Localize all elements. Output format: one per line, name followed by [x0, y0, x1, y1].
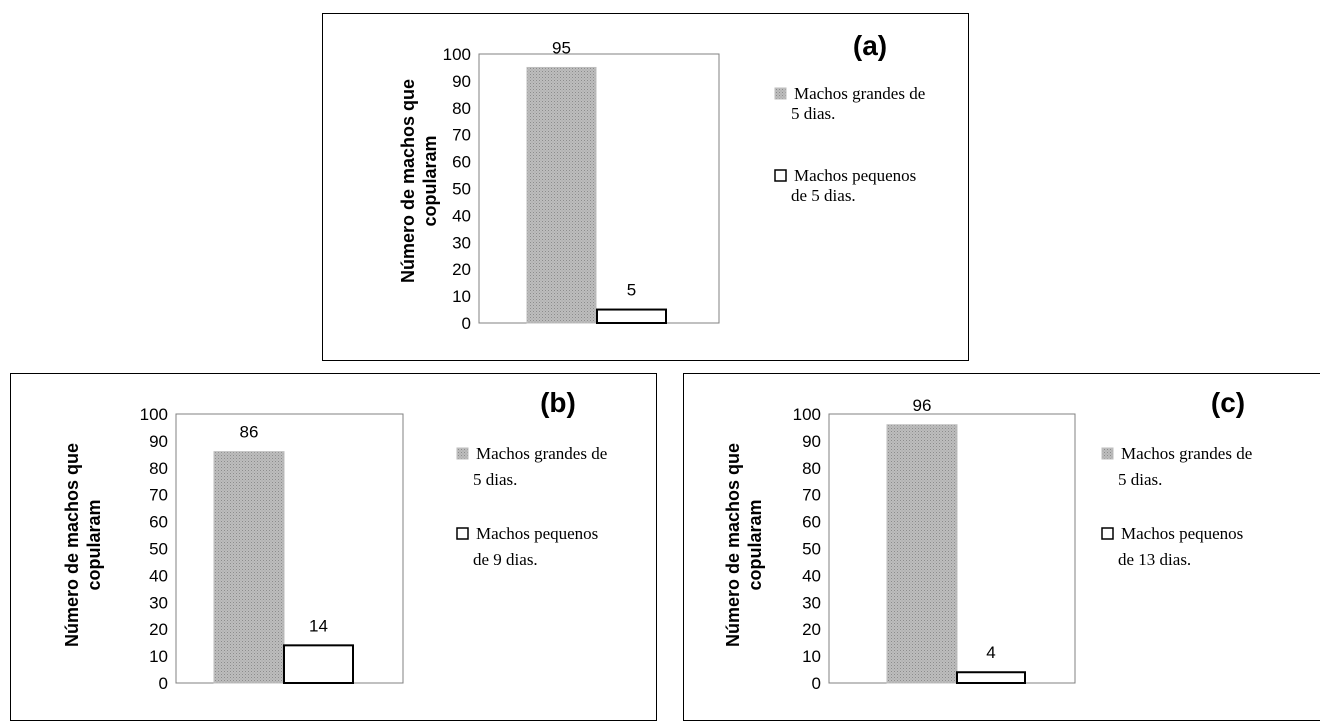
y-axis-title-line1: Número de machos que: [723, 443, 743, 647]
y-tick-label: 60: [452, 153, 471, 172]
y-tick-label: 10: [452, 287, 471, 306]
chart-c-svg: Número de machos que copularam 010203040…: [723, 387, 1252, 693]
y-tick-label: 0: [462, 314, 471, 333]
y-tick-labels: 0 10 20 30 40 50 60 70 80 90 100: [140, 405, 168, 693]
bar-value-label: 4: [986, 643, 995, 662]
legend-swatch-1: [1101, 527, 1114, 540]
y-tick-label: 90: [149, 432, 168, 451]
y-axis-title-line2: copularam: [745, 499, 765, 590]
y-axis-title-line1: Número de machos que: [398, 79, 418, 283]
legend: Machos grandes de 5 dias. Machos pequenos d…: [456, 444, 607, 569]
y-tick-label: 80: [149, 459, 168, 478]
y-tick-label: 50: [452, 180, 471, 199]
bars: [213, 451, 354, 684]
bars: [526, 66, 667, 324]
chart-panel-c: Número de machos que copularam 0 10 20 30 40…: [683, 373, 1320, 721]
y-tick-label: 30: [802, 593, 821, 612]
data-labels: 95 5: [552, 38, 636, 299]
y-axis-title-line1: Número de machos que: [62, 443, 82, 647]
y-tick-label: 60: [802, 513, 821, 532]
legend-label-1: Machos pequenos: [1121, 524, 1243, 543]
y-axis-title-line2: copularam: [420, 135, 440, 226]
legend-label-0: Machos grandes de: [476, 444, 607, 463]
y-tick-label: 50: [802, 540, 821, 559]
legend-label-1: de 5 dias.: [791, 186, 856, 205]
y-tick-label: 80: [802, 459, 821, 478]
y-tick-label: 40: [802, 566, 821, 585]
bar-value-label: 5: [627, 281, 636, 300]
y-tick-label: 40: [149, 566, 168, 585]
chart-b-svg: Número de machos que copularam 0 10 20 30 40…: [62, 387, 607, 693]
bars: [886, 424, 1026, 684]
legend-label-1: Machos pequenos: [794, 166, 916, 185]
y-tick-labels: 0 10 20 30 40 50 60 70 80 90 100: [793, 405, 821, 693]
y-tick-label: 70: [802, 486, 821, 505]
bar-series-0: [213, 451, 285, 684]
chart-a-svg: Número de machos que copularam 0 10 20 30 40…: [398, 30, 925, 333]
legend-swatch-0: [774, 87, 787, 100]
plot-area: [175, 413, 404, 684]
legend-swatch-0: [1101, 447, 1114, 460]
chart-panel-a: Número de machos que copularam 0 10 20 30 40…: [322, 13, 969, 361]
y-tick-label: 70: [149, 486, 168, 505]
y-tick-label: 0: [812, 674, 821, 693]
legend-label-0: Machos grandes de: [794, 84, 925, 103]
y-tick-labels: 0 10 20 30 40 50 60 70 80 90 100: [443, 45, 471, 333]
y-tick-label: 90: [452, 72, 471, 91]
y-tick-label: 30: [149, 593, 168, 612]
legend: Machos grandes de 5 dias. Machos pequenos d…: [1101, 444, 1252, 569]
bar-value-label: 14: [309, 616, 328, 635]
y-tick-label: 10: [802, 647, 821, 666]
y-axis-title-line2: copularam: [84, 499, 104, 590]
y-tick-label: 60: [149, 513, 168, 532]
bar-series-0: [526, 66, 597, 324]
legend-swatch-0: [456, 447, 469, 460]
y-tick-label: 100: [793, 405, 821, 424]
legend-label-0: 5 dias.: [473, 470, 517, 489]
y-tick-label: 80: [452, 99, 471, 118]
y-tick-label: 0: [159, 674, 168, 693]
data-labels: 96 4: [913, 396, 996, 662]
bar-series-0: [886, 424, 958, 684]
bar-series-1: [596, 308, 667, 324]
panel-label: (a): [853, 30, 887, 61]
y-tick-label: 100: [443, 45, 471, 64]
legend-label-0: 5 dias.: [1118, 470, 1162, 489]
legend-label-1: de 9 dias.: [473, 550, 538, 569]
y-tick-label: 20: [802, 620, 821, 639]
bar-value-label: 86: [240, 423, 259, 442]
legend-swatch-1: [774, 169, 787, 182]
legend-label-0: Machos grandes de: [1121, 444, 1252, 463]
plot-area: [478, 53, 720, 324]
y-tick-label: 100: [140, 405, 168, 424]
legend-label-1: Machos pequenos: [476, 524, 598, 543]
data-labels: 86 14: [240, 423, 328, 636]
y-tick-label: 50: [149, 540, 168, 559]
legend-label-1: de 13 dias.: [1118, 550, 1191, 569]
bar-series-1: [283, 644, 354, 684]
panel-label: (b): [540, 387, 576, 418]
legend: Machos grandes de5 dias. Machos pequenosd…: [774, 84, 925, 205]
panel-label: (c): [1211, 387, 1245, 418]
legend-label-0: 5 dias.: [791, 104, 835, 123]
chart-panel-b: Número de machos que copularam 0 10 20 30 40…: [10, 373, 657, 721]
y-tick-label: 20: [452, 260, 471, 279]
y-tick-label: 70: [452, 126, 471, 145]
bar-value-label: 96: [913, 396, 932, 415]
legend-swatch-1: [456, 527, 469, 540]
y-tick-label: 30: [452, 233, 471, 252]
bar-series-1: [956, 671, 1026, 684]
y-tick-label: 10: [149, 647, 168, 666]
bar-value-label: 95: [552, 38, 571, 57]
y-tick-label: 20: [149, 620, 168, 639]
y-tick-label: 40: [452, 206, 471, 225]
y-tick-label: 90: [802, 432, 821, 451]
